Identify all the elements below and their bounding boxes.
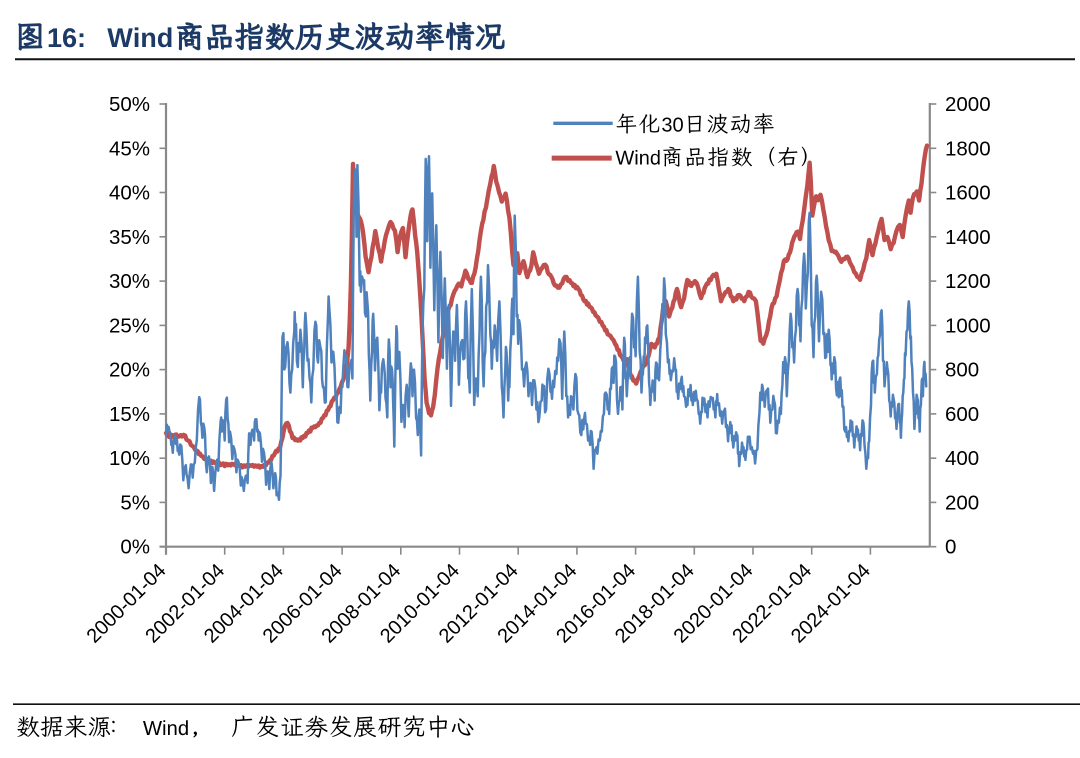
svg-text:1400: 1400 xyxy=(945,226,991,249)
svg-text:20%: 20% xyxy=(109,359,150,382)
svg-text:2000: 2000 xyxy=(945,93,991,116)
svg-text:1600: 1600 xyxy=(945,182,991,205)
svg-text:1000: 1000 xyxy=(945,314,991,337)
svg-text:5%: 5% xyxy=(120,491,150,514)
svg-text:10%: 10% xyxy=(109,447,150,470)
svg-text:40%: 40% xyxy=(109,182,150,205)
svg-text:30%: 30% xyxy=(109,270,150,293)
svg-text:35%: 35% xyxy=(109,226,150,249)
svg-text:200: 200 xyxy=(945,491,979,514)
svg-text:0: 0 xyxy=(945,536,956,559)
svg-text:0%: 0% xyxy=(120,536,150,559)
svg-text:45%: 45% xyxy=(109,137,150,160)
svg-text:50%: 50% xyxy=(109,93,150,116)
svg-text:1800: 1800 xyxy=(945,137,991,160)
svg-text:400: 400 xyxy=(945,447,979,470)
svg-text:800: 800 xyxy=(945,359,979,382)
svg-text:25%: 25% xyxy=(109,314,150,337)
svg-text:600: 600 xyxy=(945,403,979,426)
svg-text:15%: 15% xyxy=(109,403,150,426)
svg-text:1200: 1200 xyxy=(945,270,991,293)
